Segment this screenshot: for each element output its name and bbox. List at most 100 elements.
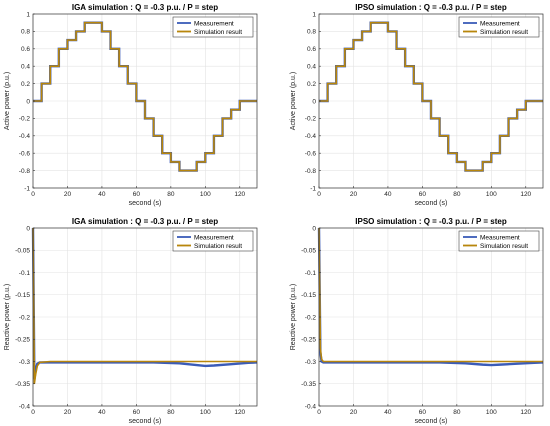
- y-tick-label: -0.15: [15, 292, 30, 299]
- y-axis-label: Active power (p.u.): [4, 72, 11, 130]
- chart-title: IGA simulation : Q = -0.3 p.u. / P = ste…: [72, 3, 218, 12]
- y-tick-label: -0.4: [305, 133, 317, 140]
- chart-title: IPSO simulation : Q = -0.3 p.u. / P = st…: [355, 217, 507, 226]
- x-tick-label: 120: [234, 191, 245, 198]
- x-tick-label: 40: [98, 191, 106, 198]
- y-tick-label: -0.2: [19, 314, 31, 321]
- x-axis-label: second (s): [129, 418, 162, 425]
- y-tick-label: 0: [312, 98, 316, 105]
- y-tick-label: -1: [24, 185, 30, 192]
- y-tick-label: -0.6: [19, 151, 31, 158]
- y-tick-label: -0.8: [19, 168, 31, 175]
- legend-label-measurement: Measurement: [480, 20, 520, 27]
- legend-label-measurement: Measurement: [194, 20, 234, 27]
- y-tick-label: -0.1: [19, 270, 31, 277]
- y-axis-label: Active power (p.u.): [290, 72, 297, 130]
- y-tick-label: -0.8: [305, 168, 317, 175]
- series-line-measurement: [317, 227, 544, 367]
- y-tick-label: 1: [26, 11, 30, 18]
- y-tick-label: 0.2: [307, 81, 316, 88]
- x-tick-label: 120: [520, 191, 531, 198]
- chart-panel-3: 0 20 40 60 80 100 120 -0.4 -0.35 -0.3 -0.25 -0.2 -0.…: [4, 217, 258, 425]
- x-tick-label: 40: [98, 409, 106, 416]
- chart-panel-1: 0 20 40 60 80 100 120 -1 -0.8 -0.6 -0.4 -0.2 0 0.2 0.4…: [4, 3, 258, 207]
- y-tick-label: -0.25: [15, 337, 30, 344]
- y-tick-label: -0.05: [15, 248, 30, 255]
- legend: Measurement Simulation result: [172, 16, 254, 38]
- chart-panel-4: 0 20 40 60 80 100 120 -0.4 -0.35 -0.3 -0.25 -0.2 -0.…: [290, 217, 544, 425]
- x-tick-label: 20: [350, 409, 358, 416]
- x-tick-label: 80: [453, 191, 461, 198]
- x-axis-label: second (s): [129, 200, 162, 207]
- x-tick-label: 20: [350, 191, 358, 198]
- y-tick-label: -0.05: [301, 248, 316, 255]
- legend-label-simulation: Simulation result: [194, 29, 242, 36]
- x-tick-label: 100: [486, 409, 497, 416]
- x-axis-label: second (s): [415, 200, 448, 207]
- y-tick-label: 0.4: [307, 64, 316, 71]
- y-tick-label: -0.35: [15, 381, 30, 388]
- y-axis-label: Reactive power (p.u.): [290, 284, 297, 351]
- x-tick-label: 120: [234, 409, 245, 416]
- x-tick-label: 100: [200, 191, 211, 198]
- legend: Measurement Simulation result: [458, 230, 540, 252]
- x-tick-label: 0: [317, 409, 321, 416]
- series-line-simulation: [318, 227, 543, 363]
- legend-label-simulation: Simulation result: [480, 29, 528, 36]
- x-tick-label: 60: [133, 191, 141, 198]
- legend-box: [458, 16, 540, 38]
- series-line-simulation: [33, 21, 257, 172]
- y-tick-label: -0.3: [305, 359, 317, 366]
- legend-label-simulation: Simulation result: [480, 243, 528, 250]
- x-tick-label: 80: [167, 409, 175, 416]
- y-tick-label: -0.1: [305, 270, 317, 277]
- y-tick-label: 0.8: [21, 29, 30, 36]
- y-tick-label: -0.6: [305, 151, 317, 158]
- y-tick-label: 0: [26, 225, 30, 232]
- y-tick-label: 1: [312, 11, 316, 18]
- y-tick-label: 0.8: [307, 29, 316, 36]
- y-tick-label: -0.25: [301, 337, 316, 344]
- y-tick-label: 0.2: [21, 81, 30, 88]
- x-tick-label: 0: [317, 191, 321, 198]
- x-tick-label: 80: [167, 191, 175, 198]
- chart-panel-2: 0 20 40 60 80 100 120 -1 -0.8 -0.6 -0.4 -0.2 0 0.2 0.4…: [290, 3, 544, 207]
- y-tick-label: -0.2: [19, 116, 31, 123]
- legend: Measurement Simulation result: [458, 16, 540, 38]
- chart-title: IPSO simulation : Q = -0.3 p.u. / P = st…: [355, 3, 507, 12]
- legend-label-simulation: Simulation result: [194, 243, 242, 250]
- y-tick-label: -0.2: [305, 116, 317, 123]
- series-line-simulation: [32, 227, 257, 384]
- y-tick-label: -0.3: [19, 359, 31, 366]
- x-tick-label: 0: [31, 409, 35, 416]
- x-tick-label: 20: [64, 409, 72, 416]
- y-tick-label: 0.6: [307, 46, 316, 53]
- y-tick-label: -0.4: [19, 133, 31, 140]
- y-tick-label: -0.15: [301, 292, 316, 299]
- legend-box: [172, 16, 254, 38]
- x-tick-label: 120: [520, 409, 531, 416]
- y-tick-label: -0.2: [305, 314, 317, 321]
- x-tick-label: 60: [419, 191, 427, 198]
- legend-box: [458, 230, 540, 252]
- y-tick-label: -1: [310, 185, 316, 192]
- x-tick-label: 60: [133, 409, 141, 416]
- y-tick-label: 0.6: [21, 46, 30, 53]
- x-tick-label: 60: [419, 409, 427, 416]
- chart-title: IGA simulation : Q = -0.3 p.u. / P = ste…: [72, 217, 218, 226]
- x-tick-label: 20: [64, 191, 72, 198]
- legend: Measurement Simulation result: [172, 230, 254, 252]
- x-tick-label: 80: [453, 409, 461, 416]
- x-tick-label: 40: [384, 191, 392, 198]
- series-line-simulation: [319, 21, 543, 172]
- y-tick-label: 0: [26, 98, 30, 105]
- legend-box: [172, 230, 254, 252]
- y-tick-label: 0.4: [21, 64, 30, 71]
- y-tick-label: 0: [312, 225, 316, 232]
- legend-label-measurement: Measurement: [194, 234, 234, 241]
- x-tick-label: 40: [384, 409, 392, 416]
- x-axis-label: second (s): [415, 418, 448, 425]
- x-tick-label: 100: [200, 409, 211, 416]
- y-tick-label: -0.35: [301, 381, 316, 388]
